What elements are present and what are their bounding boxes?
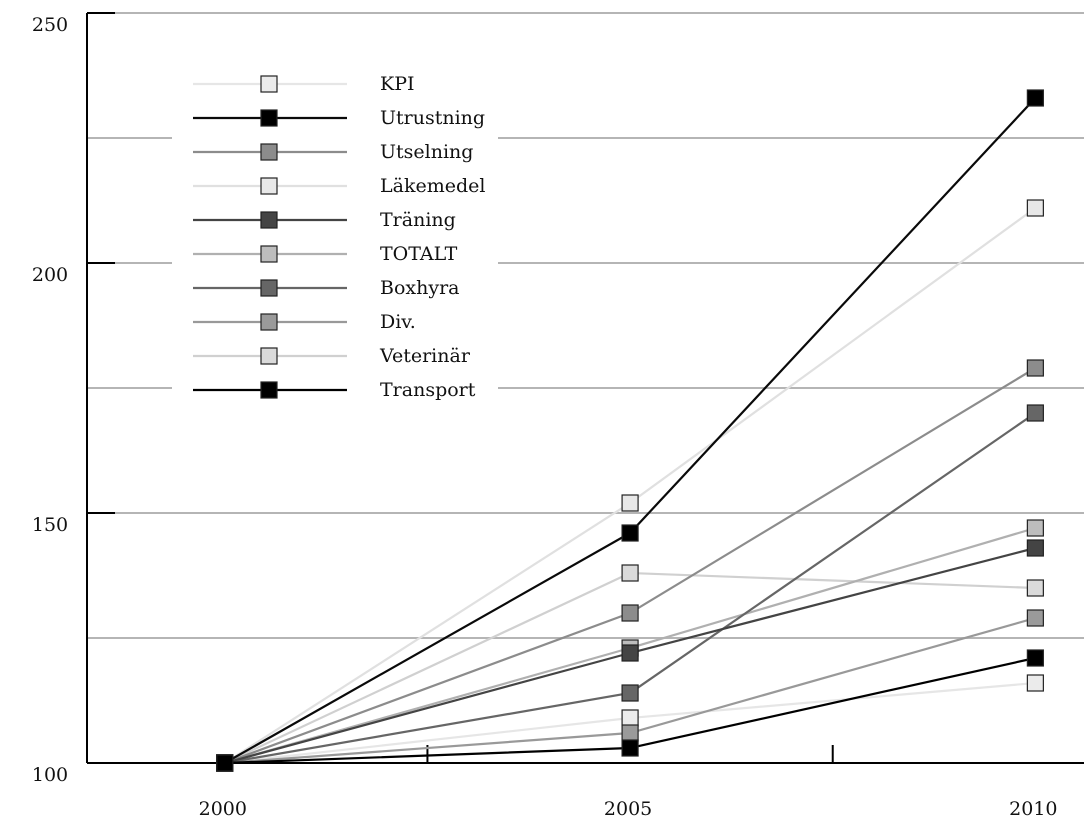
- legend-label-kpi: KPI: [380, 73, 414, 95]
- data-point-div.-2010: [1026, 609, 1044, 627]
- data-point-träning-2010: [1026, 539, 1044, 557]
- legend-label-boxhyra: Boxhyra: [380, 277, 460, 299]
- data-point-utrustning-2000: [216, 754, 234, 772]
- legend-marker-utselning: [260, 143, 278, 161]
- legend-marker-läkemedel: [260, 177, 278, 195]
- data-point-transport-2010: [1026, 649, 1044, 667]
- legend-marker-utrustning: [260, 109, 278, 127]
- data-point-veterinär-2010: [1026, 579, 1044, 597]
- data-point-träning-2005: [621, 644, 639, 662]
- legend-marker-transport: [260, 381, 278, 399]
- legend-marker-boxhyra: [260, 279, 278, 297]
- data-point-boxhyra-2010: [1026, 404, 1044, 422]
- legend-label-utrustning: Utrustning: [380, 107, 485, 129]
- data-point-utselning-2010: [1026, 359, 1044, 377]
- x-tick-label-2010: 2010: [1009, 798, 1057, 820]
- data-point-totalt-2010: [1026, 519, 1044, 537]
- legend-marker-veterinär: [260, 347, 278, 365]
- legend-label-veterinär: Veterinär: [379, 345, 471, 367]
- axes: 100 150 200 250 2000 2005 2010: [32, 12, 1084, 820]
- legend: KPI Utrustning Utselning Läkemedel Träning TO…: [172, 66, 498, 410]
- y-tick-label-250: 250: [32, 14, 68, 36]
- x-tick-label-2005: 2005: [604, 798, 652, 820]
- data-point-kpi-2005: [621, 709, 639, 727]
- legend-marker-totalt: [260, 245, 278, 263]
- data-point-boxhyra-2005: [621, 684, 639, 702]
- legend-label-totalt: TOTALT: [380, 243, 458, 265]
- data-point-kpi-2010: [1026, 674, 1044, 692]
- legend-label-läkemedel: Läkemedel: [380, 175, 485, 197]
- legend-marker-div.: [260, 313, 278, 331]
- y-tick-label-150: 150: [32, 514, 68, 536]
- legend-marker-kpi: [260, 75, 278, 93]
- data-point-transport-2005: [621, 739, 639, 757]
- y-tick-label-200: 200: [32, 264, 68, 286]
- data-point-läkemedel-2005: [621, 494, 639, 512]
- data-point-utrustning-2005: [621, 524, 639, 542]
- legend-label-träning: Träning: [380, 209, 456, 231]
- data-point-utrustning-2010: [1026, 89, 1044, 107]
- legend-label-transport: Transport: [380, 379, 476, 401]
- data-point-utselning-2005: [621, 604, 639, 622]
- y-tick-label-100: 100: [32, 764, 68, 786]
- data-point-div.-2005: [621, 724, 639, 742]
- data-point-läkemedel-2010: [1026, 199, 1044, 217]
- x-tick-label-2000: 2000: [199, 798, 247, 820]
- legend-background: [172, 66, 498, 410]
- legend-label-div.: Div.: [380, 311, 416, 333]
- data-point-veterinär-2005: [621, 564, 639, 582]
- legend-marker-träning: [260, 211, 278, 229]
- legend-label-utselning: Utselning: [380, 141, 473, 163]
- series-layer: [216, 89, 1044, 772]
